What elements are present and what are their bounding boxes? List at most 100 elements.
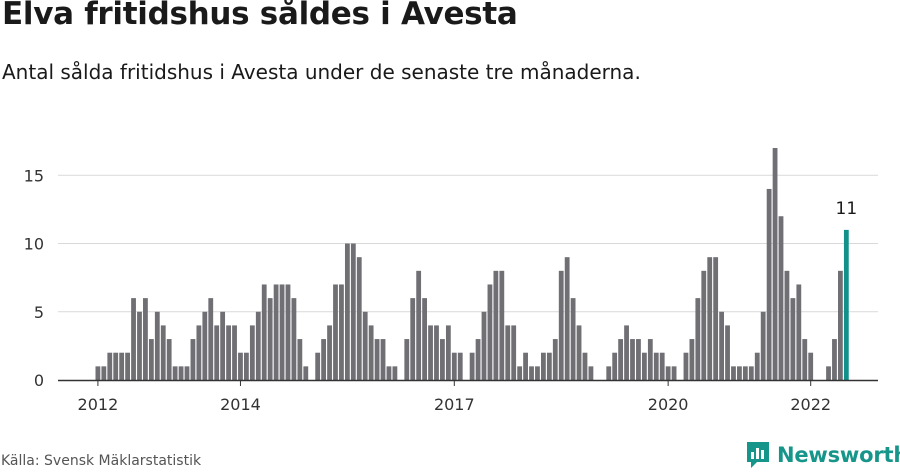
bar (416, 270, 422, 380)
y-tick-label: 5 (34, 303, 44, 322)
bar (641, 352, 647, 380)
y-tick-label: 0 (34, 371, 44, 390)
bar (178, 366, 184, 380)
bar (202, 311, 208, 380)
bar (255, 311, 261, 380)
bar (404, 339, 410, 380)
bar (778, 216, 784, 380)
x-tick-label: 2022 (790, 395, 831, 414)
bar (760, 311, 766, 380)
bar (214, 325, 220, 380)
brand-logo: Newsworthy (745, 440, 900, 470)
bar (754, 352, 760, 380)
bar (137, 311, 142, 380)
bar (261, 284, 267, 380)
bar (493, 270, 499, 380)
bar (339, 284, 344, 380)
bar (267, 298, 273, 380)
bar (356, 257, 362, 380)
x-tick-label: 2014 (220, 395, 261, 414)
bar (659, 352, 665, 380)
bar (558, 270, 564, 380)
bar (653, 352, 659, 380)
bar (184, 366, 190, 380)
bar (826, 366, 831, 380)
bar (303, 366, 309, 380)
bar (838, 270, 843, 380)
x-tick-label: 2020 (648, 395, 689, 414)
bar (451, 352, 457, 380)
bar (742, 366, 748, 380)
chart-title: Elva fritidshus såldes i Avesta (2, 0, 518, 32)
bar (422, 298, 427, 380)
bar (737, 366, 742, 380)
brand-name: Newsworthy (777, 443, 900, 467)
bar (612, 352, 618, 380)
highlight-value-label: 11 (836, 199, 858, 219)
bar (529, 366, 534, 380)
bar (701, 270, 707, 380)
bar (457, 352, 463, 380)
bar (481, 311, 487, 380)
bar (725, 325, 730, 380)
bar (487, 284, 493, 380)
x-tick-label: 2012 (78, 395, 119, 414)
bar (772, 148, 778, 380)
bar (344, 243, 350, 380)
bar (119, 352, 125, 380)
y-tick-label: 10 (24, 235, 44, 254)
bar (784, 270, 790, 380)
bar (511, 325, 517, 380)
bar (273, 284, 279, 380)
bar (630, 339, 635, 380)
y-tick-label: 15 (24, 166, 44, 185)
bar (362, 311, 368, 380)
bar (546, 352, 552, 380)
bar (683, 352, 689, 380)
bar (410, 298, 416, 380)
bar (220, 311, 226, 380)
bar (172, 366, 178, 380)
bar (713, 257, 719, 380)
bar (249, 325, 255, 380)
bar (582, 352, 588, 380)
bar (428, 325, 433, 380)
bar (505, 325, 511, 380)
bar (148, 339, 154, 380)
bar (790, 298, 796, 380)
bar (232, 325, 237, 380)
bar (160, 325, 166, 380)
bar (748, 366, 754, 380)
bar (624, 325, 629, 380)
bar (285, 284, 291, 380)
bar (101, 366, 107, 380)
bar (315, 352, 321, 380)
bar (107, 352, 113, 380)
bar (333, 284, 338, 380)
bar (689, 339, 695, 380)
bar (279, 284, 285, 380)
bar (166, 339, 172, 380)
bar (564, 257, 570, 380)
bar (368, 325, 374, 380)
bar (196, 325, 202, 380)
bar (576, 325, 582, 380)
bar (808, 352, 814, 380)
bar (321, 339, 327, 380)
bar (445, 325, 451, 380)
bar (766, 188, 772, 380)
x-tick-label: 2017 (434, 395, 475, 414)
bar (327, 325, 332, 380)
bar (588, 366, 594, 380)
bar-highlight (843, 229, 849, 380)
bar (707, 257, 713, 380)
bar (238, 352, 243, 380)
bar (95, 366, 101, 380)
source-note: Källa: Svensk Mäklarstatistik (1, 453, 202, 469)
bar (380, 339, 386, 380)
newsworthy-logo-icon (747, 442, 769, 468)
bar (647, 339, 653, 380)
bar (143, 298, 148, 380)
bar (517, 366, 523, 380)
